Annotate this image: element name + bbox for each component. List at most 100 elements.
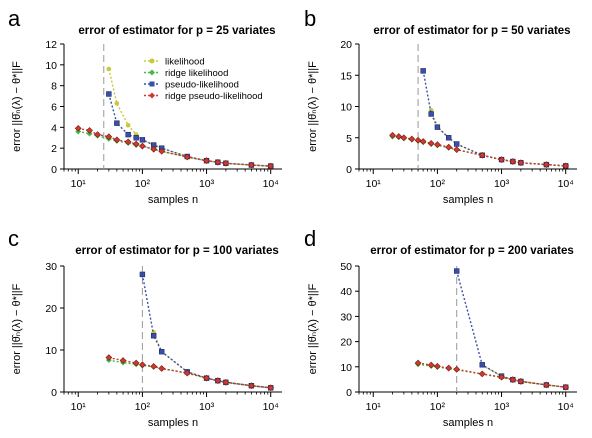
data-point [509, 158, 517, 165]
series-line [78, 130, 271, 167]
x-axis-label: samples n [148, 194, 198, 206]
x-tick-label: 10⁴ [558, 178, 574, 190]
legend-label: pseudo-likelihood [165, 80, 239, 91]
data-point [132, 140, 140, 148]
data-point [150, 333, 157, 339]
y-tick-label: 10 [340, 362, 352, 374]
data-point [543, 161, 550, 168]
data-point [267, 162, 275, 170]
data-point [106, 66, 112, 72]
x-axis-label: samples n [148, 417, 198, 429]
data-point [389, 131, 396, 139]
panel-title: error of estimator for p = 50 variates [373, 25, 570, 37]
legend-marker [149, 92, 155, 99]
data-point [248, 161, 255, 169]
panel-title: error of estimator for p = 200 variates [370, 245, 574, 257]
legend-label: ridge likelihood [165, 68, 228, 79]
x-tick-label: 10⁴ [263, 401, 279, 413]
data-point [119, 357, 127, 364]
data-point [454, 268, 460, 274]
panel-letter: b [304, 6, 316, 31]
data-point [434, 124, 441, 130]
y-tick-label: 0 [51, 164, 57, 176]
x-tick-label: 10² [135, 178, 151, 190]
data-point [222, 159, 230, 167]
series-ridge_pseudo_likelihood [105, 354, 275, 392]
y-tick-label: 20 [340, 337, 352, 349]
data-point [183, 153, 191, 161]
data-point [478, 151, 486, 159]
data-point [158, 365, 166, 372]
series-likelihood [151, 330, 274, 391]
x-tick-label: 10¹ [71, 178, 87, 190]
data-point [214, 377, 222, 385]
x-axis-label: samples n [443, 194, 493, 206]
data-point [408, 135, 416, 143]
data-point [517, 159, 525, 167]
data-point [150, 145, 158, 153]
data-point [113, 136, 121, 144]
y-axis-label: error ||θ̂ₙ(λ) − θ*||F [11, 283, 23, 374]
x-tick-label: 10¹ [71, 401, 87, 413]
data-point [159, 348, 165, 355]
y-axis-label: error ||θ̂ₙ(λ) − θ*||F [11, 61, 23, 152]
data-point [74, 125, 82, 132]
series-ridge_pseudo_likelihood [414, 359, 570, 391]
data-point [420, 68, 426, 74]
data-point [248, 382, 255, 390]
data-point [428, 111, 434, 117]
x-tick-label: 10³ [199, 178, 215, 190]
y-tick-label: 6 [51, 102, 57, 114]
y-tick-label: 20 [45, 303, 57, 315]
x-tick-label: 10² [430, 401, 446, 413]
x-tick-label: 10⁴ [558, 401, 574, 413]
panel-d: d error of estimator for p = 200 variates… [304, 226, 577, 429]
data-point [419, 138, 427, 145]
legend-label: likelihood [165, 57, 205, 68]
series-ridge_pseudo_likelihood [389, 131, 570, 170]
data-point [105, 133, 113, 141]
data-point [434, 141, 441, 148]
y-tick-label: 50 [340, 261, 352, 273]
x-tick-label: 10⁴ [263, 178, 279, 190]
data-point [222, 378, 230, 386]
y-tick-label: 0 [346, 387, 352, 399]
data-point [114, 101, 120, 106]
legend-marker [149, 69, 155, 76]
x-tick-label: 10³ [494, 401, 510, 413]
data-point [183, 369, 191, 377]
legend-marker [149, 58, 155, 64]
data-point [478, 370, 486, 378]
x-tick-label: 10¹ [366, 401, 382, 413]
data-point [139, 142, 146, 150]
y-tick-label: 2 [51, 143, 57, 155]
y-tick-label: 30 [45, 261, 57, 273]
panel-b: b error of estimator for p = 50 variates 0… [304, 6, 577, 206]
panel-letter: d [304, 226, 316, 251]
data-point [562, 162, 570, 170]
data-point [125, 122, 131, 128]
series-line [456, 270, 566, 388]
legend-label: ridge pseudo-likelihood [165, 91, 263, 102]
panel-title: error of estimator for p = 25 variates [78, 25, 275, 37]
data-point [158, 147, 166, 155]
data-point [498, 156, 505, 163]
series-ridge_likelihood [75, 128, 274, 170]
data-point [214, 158, 222, 166]
data-point [150, 363, 158, 370]
data-point [203, 157, 210, 165]
data-point [133, 135, 139, 141]
panel-a: a error of estimator for p = 25 variates 0… [8, 6, 282, 206]
panel-c: c error of estimator for p = 100 variates… [8, 226, 282, 429]
data-point [105, 354, 113, 361]
series-pseudo_likelihood [139, 271, 274, 391]
x-tick-label: 10³ [199, 401, 215, 413]
x-tick-label: 10² [430, 178, 446, 190]
data-point [445, 135, 452, 141]
series-pseudo_likelihood [420, 68, 569, 169]
panel-title: error of estimator for p = 100 variates [75, 245, 279, 257]
x-axis-label: samples n [443, 417, 493, 429]
data-point [543, 381, 550, 389]
y-tick-label: 10 [340, 102, 352, 114]
